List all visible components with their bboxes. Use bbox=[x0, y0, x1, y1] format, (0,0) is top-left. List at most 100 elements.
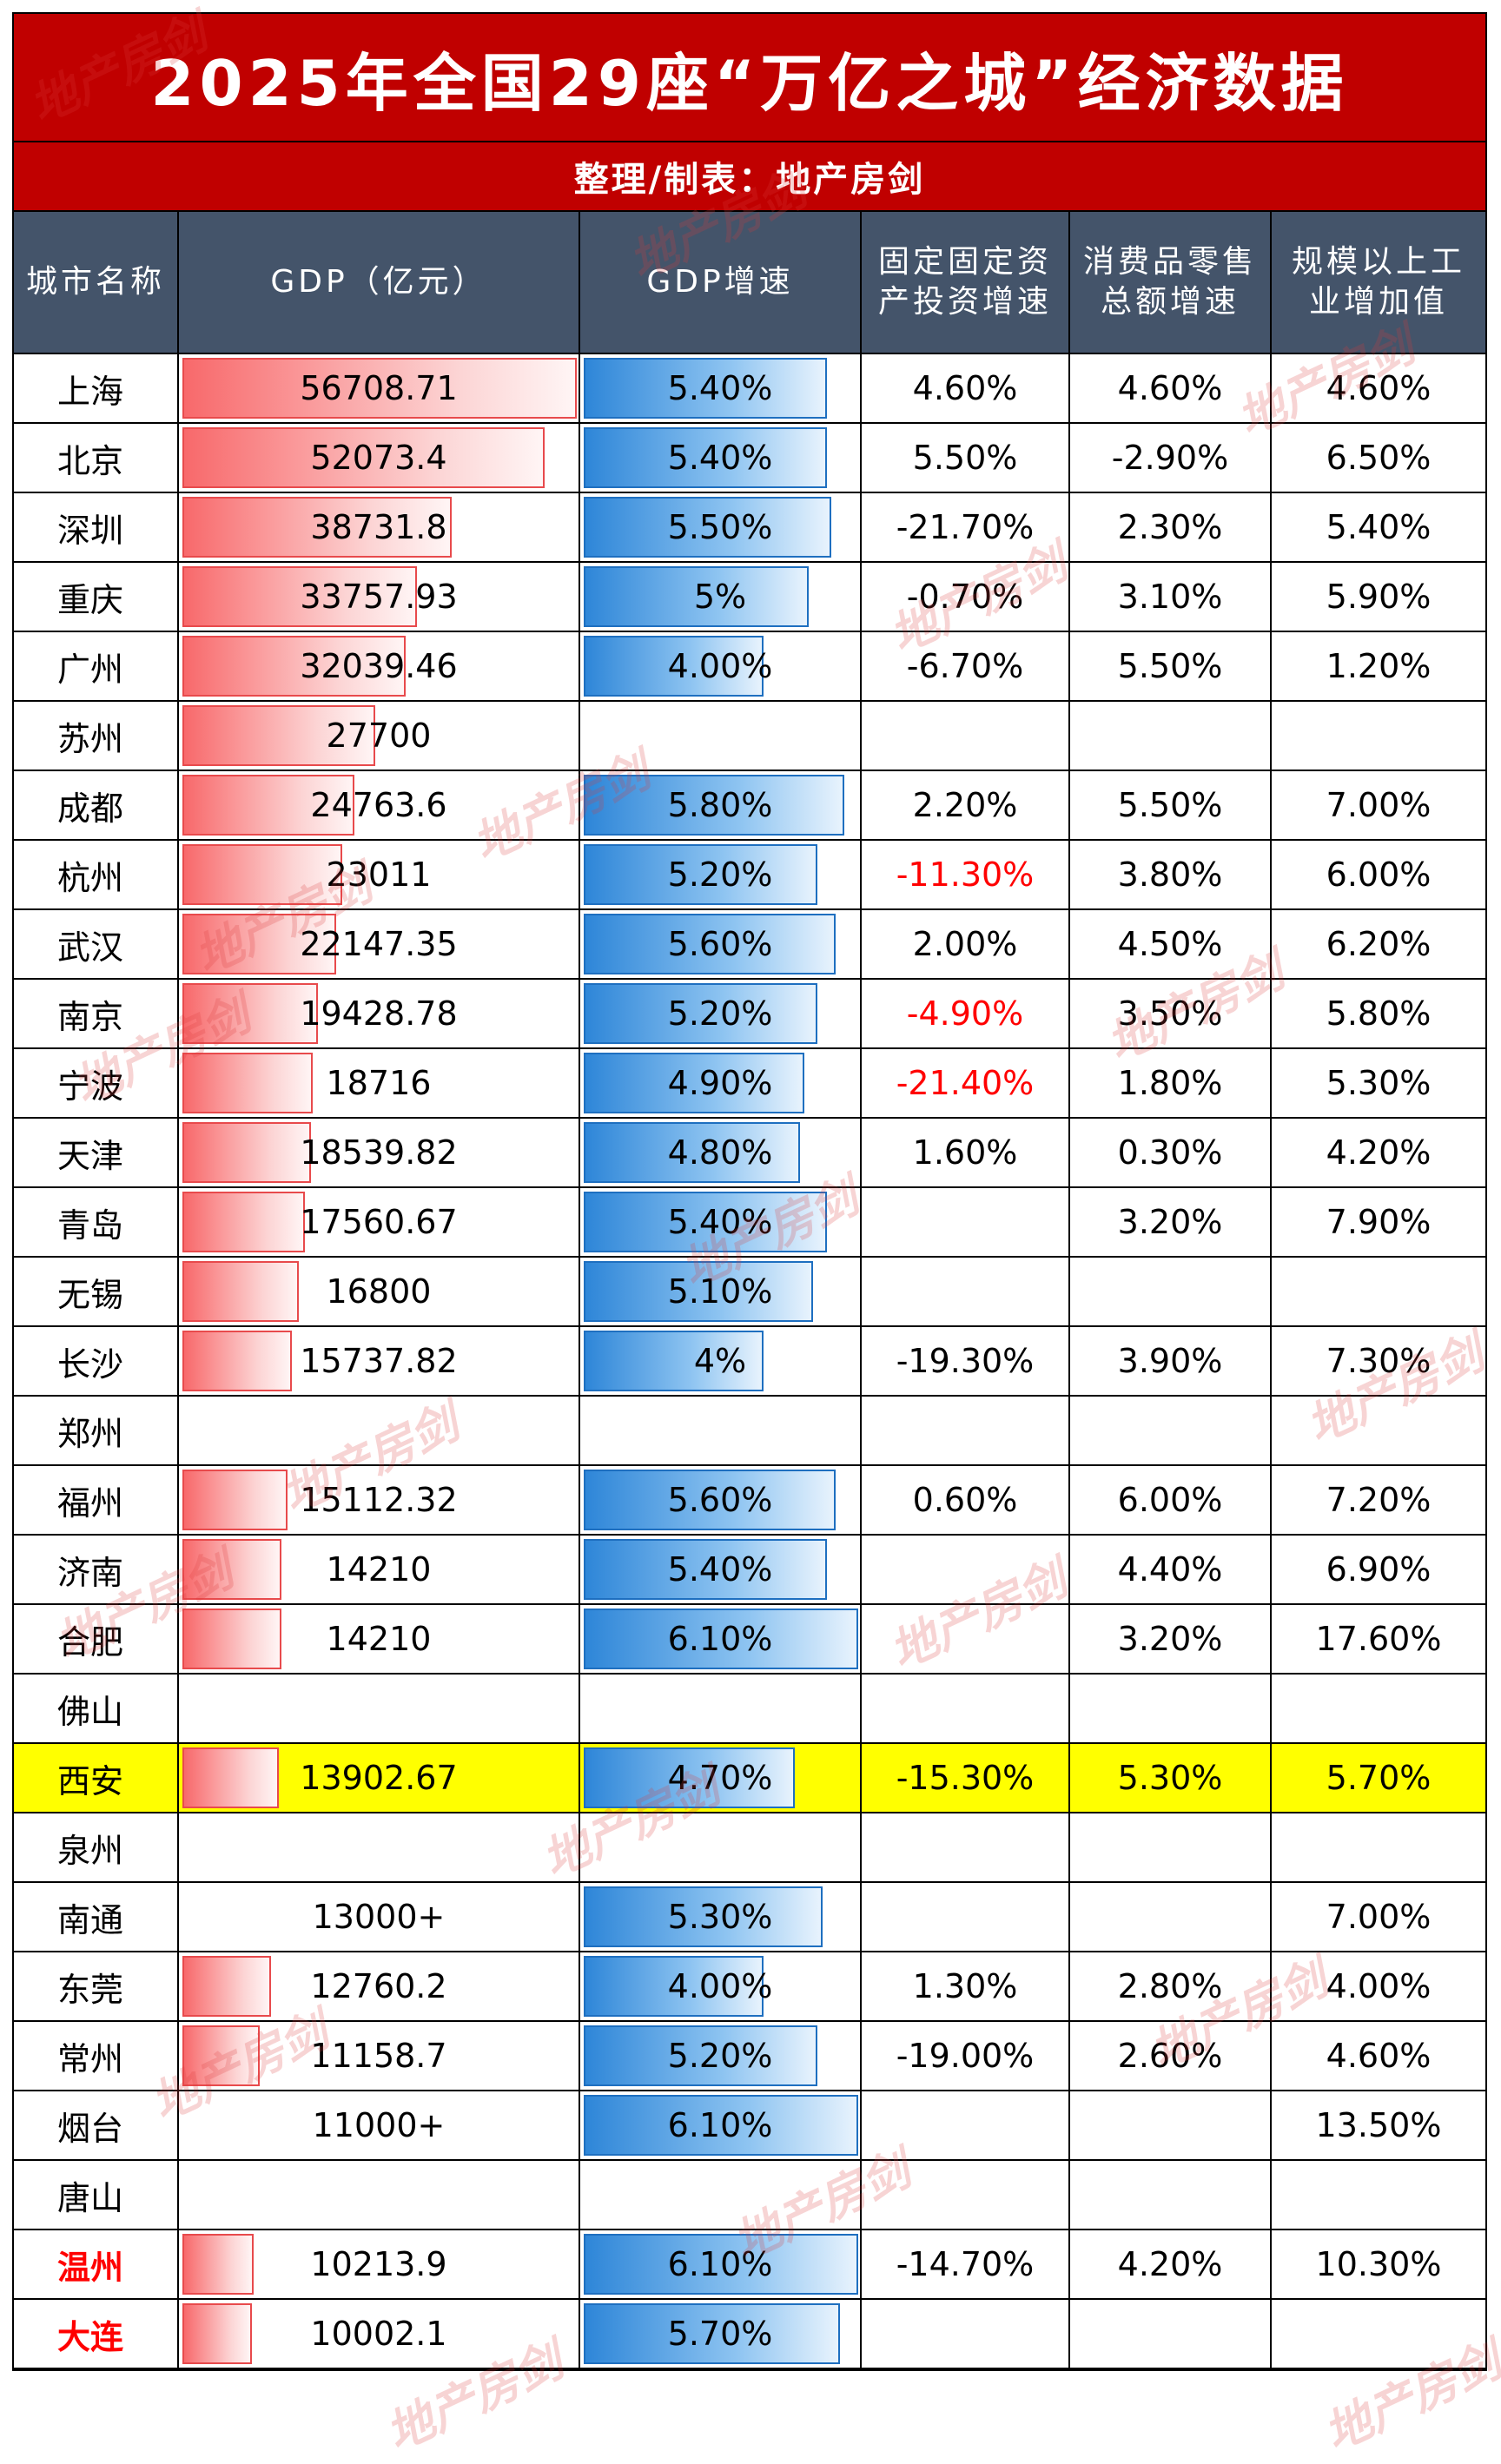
retail-cell bbox=[1070, 1675, 1272, 1742]
retail-value: 5.30% bbox=[1117, 1759, 1223, 1797]
fai-cell: 1.30% bbox=[862, 1952, 1070, 2020]
growth-cell: 6.10% bbox=[580, 2230, 862, 2298]
gdp-value: 22147.35 bbox=[300, 925, 458, 963]
gdp-value: 15737.82 bbox=[300, 1342, 458, 1380]
city-name-cell: 广州 bbox=[14, 632, 179, 700]
gdp-value: 38731.8 bbox=[310, 508, 447, 546]
header-city: 城市名称 bbox=[14, 212, 179, 354]
growth-value: 4.90% bbox=[667, 1064, 773, 1102]
gdp-bar bbox=[182, 914, 336, 974]
industry-cell: 4.60% bbox=[1272, 2022, 1485, 2090]
industry-cell: 4.20% bbox=[1272, 1119, 1485, 1186]
city-value: 深圳 bbox=[57, 511, 124, 550]
growth-bar bbox=[584, 1609, 858, 1669]
growth-bar bbox=[584, 2234, 858, 2295]
gdp-value: 10213.9 bbox=[310, 2245, 447, 2283]
industry-cell: 7.90% bbox=[1272, 1188, 1485, 1256]
fai-value: -4.90% bbox=[906, 994, 1024, 1033]
gdp-bar bbox=[182, 1470, 288, 1530]
industry-cell bbox=[1272, 1258, 1485, 1325]
retail-cell: 2.30% bbox=[1070, 493, 1272, 561]
industry-cell: 7.00% bbox=[1272, 1883, 1485, 1951]
gdp-cell: 18539.82 bbox=[179, 1119, 580, 1186]
gdp-cell: 38731.8 bbox=[179, 493, 580, 561]
city-name-cell: 上海 bbox=[14, 354, 179, 422]
growth-cell: 5.50% bbox=[580, 493, 862, 561]
fai-cell bbox=[862, 1188, 1070, 1256]
gdp-cell: 13000+ bbox=[179, 1883, 580, 1951]
industry-value: 5.90% bbox=[1326, 578, 1432, 616]
gdp-cell: 14210 bbox=[179, 1605, 580, 1673]
fai-value: -0.70% bbox=[906, 578, 1024, 616]
gdp-bar bbox=[182, 1609, 281, 1669]
growth-cell: 5.40% bbox=[580, 354, 862, 422]
table-subtitle: 整理/制表：地产房剑 bbox=[14, 142, 1485, 212]
gdp-bar bbox=[182, 1956, 271, 2017]
fai-value: 0.60% bbox=[912, 1481, 1018, 1519]
growth-cell: 5.10% bbox=[580, 1258, 862, 1325]
header-gdp-growth: GDP增速 bbox=[580, 212, 862, 354]
gdp-cell: 11000+ bbox=[179, 2091, 580, 2159]
retail-value: 3.80% bbox=[1117, 855, 1223, 894]
retail-cell: 4.20% bbox=[1070, 2230, 1272, 2298]
table-row: 东莞 12760.2 4.00% 1.30% 2.80% 4.00% bbox=[14, 1952, 1485, 2022]
gdp-bar bbox=[182, 1539, 281, 1600]
fai-cell: -11.30% bbox=[862, 841, 1070, 908]
growth-cell bbox=[580, 1813, 862, 1881]
table-row: 上海 56708.71 5.40% 4.60% 4.60% 4.60% bbox=[14, 354, 1485, 424]
retail-cell: 5.30% bbox=[1070, 1744, 1272, 1812]
city-name-cell: 北京 bbox=[14, 424, 179, 492]
gdp-value: 16800 bbox=[326, 1272, 432, 1311]
fai-cell bbox=[862, 1605, 1070, 1673]
city-name-cell: 唐山 bbox=[14, 2161, 179, 2229]
gdp-value: 11158.7 bbox=[310, 2037, 447, 2075]
city-value: 南京 bbox=[57, 997, 124, 1036]
table-row: 济南 14210 5.40% 4.40% 6.90% bbox=[14, 1536, 1485, 1605]
gdp-value: 13902.67 bbox=[300, 1759, 458, 1797]
growth-value: 6.10% bbox=[667, 2245, 773, 2283]
growth-bar bbox=[584, 427, 827, 488]
industry-cell bbox=[1272, 702, 1485, 770]
fai-cell bbox=[862, 1813, 1070, 1881]
city-value: 泉州 bbox=[57, 1831, 124, 1870]
growth-bar bbox=[584, 844, 817, 905]
industry-value: 6.90% bbox=[1326, 1550, 1432, 1589]
fai-value: -21.40% bbox=[896, 1064, 1035, 1102]
fai-cell: -14.70% bbox=[862, 2230, 1070, 2298]
industry-cell: 17.60% bbox=[1272, 1605, 1485, 1673]
fai-value: -19.30% bbox=[896, 1342, 1035, 1380]
gdp-value: 17560.67 bbox=[300, 1203, 458, 1241]
growth-cell: 6.10% bbox=[580, 2091, 862, 2159]
growth-bar bbox=[584, 497, 831, 558]
gdp-cell: 10213.9 bbox=[179, 2230, 580, 2298]
retail-value: 1.80% bbox=[1117, 1064, 1223, 1102]
growth-cell: 5.20% bbox=[580, 980, 862, 1047]
growth-value: 6.10% bbox=[667, 1620, 773, 1658]
gdp-cell: 27700 bbox=[179, 702, 580, 770]
gdp-cell: 18716 bbox=[179, 1049, 580, 1117]
gdp-bar bbox=[182, 775, 354, 836]
city-name-cell: 福州 bbox=[14, 1466, 179, 1534]
table-row: 广州 32039.46 4.00% -6.70% 5.50% 1.20% bbox=[14, 632, 1485, 702]
growth-bar bbox=[584, 2303, 840, 2364]
gdp-bar bbox=[182, 2234, 254, 2295]
city-name-cell: 重庆 bbox=[14, 563, 179, 631]
industry-cell bbox=[1272, 1397, 1485, 1464]
city-value: 福州 bbox=[57, 1483, 124, 1523]
city-value: 苏州 bbox=[57, 719, 124, 758]
city-value: 武汉 bbox=[57, 928, 124, 967]
growth-cell: 5% bbox=[580, 563, 862, 631]
industry-cell: 6.20% bbox=[1272, 910, 1485, 978]
gdp-value: 19428.78 bbox=[300, 994, 458, 1033]
city-value: 东莞 bbox=[57, 1970, 124, 2009]
industry-cell: 7.30% bbox=[1272, 1327, 1485, 1395]
fai-value: -6.70% bbox=[906, 647, 1024, 685]
retail-value: 4.60% bbox=[1117, 369, 1223, 407]
retail-value: 2.80% bbox=[1117, 1967, 1223, 2005]
fai-cell bbox=[862, 1675, 1070, 1742]
city-value: 唐山 bbox=[57, 2178, 124, 2217]
gdp-value: 32039.46 bbox=[300, 647, 458, 685]
city-name-cell: 温州 bbox=[14, 2230, 179, 2298]
fai-value: 5.50% bbox=[912, 439, 1018, 477]
growth-cell: 4.00% bbox=[580, 632, 862, 700]
